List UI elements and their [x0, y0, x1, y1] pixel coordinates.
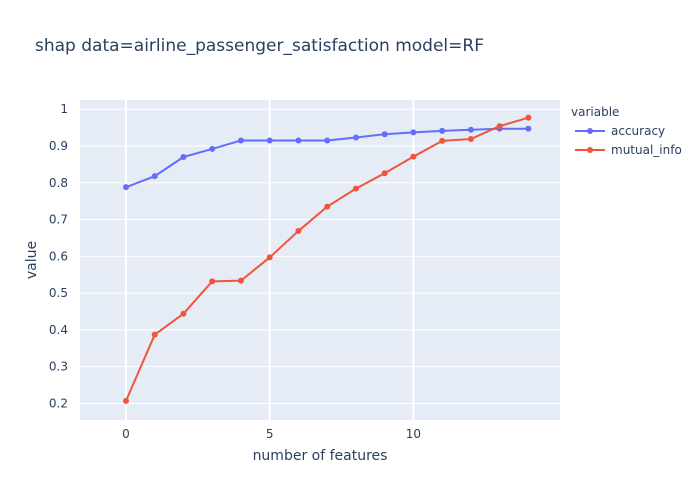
data-point-accuracy[interactable] [295, 137, 302, 144]
y-tick-label: 0.3 [49, 360, 68, 374]
legend-label: accuracy [611, 124, 665, 138]
data-point-accuracy[interactable] [467, 126, 474, 133]
data-point-accuracy[interactable] [266, 137, 273, 144]
data-point-mutual_info[interactable] [295, 227, 302, 234]
y-axis-title: value [24, 241, 40, 279]
data-point-accuracy[interactable] [209, 145, 216, 152]
legend-marker [587, 128, 593, 134]
data-point-mutual_info[interactable] [496, 123, 503, 130]
data-point-mutual_info[interactable] [266, 254, 273, 261]
x-tick-label: 10 [406, 427, 421, 441]
data-point-mutual_info[interactable] [352, 185, 359, 192]
data-point-mutual_info[interactable] [237, 277, 244, 284]
series-layer [122, 114, 532, 404]
legend-item-mutual_info[interactable]: mutual_info [575, 143, 682, 157]
data-point-accuracy[interactable] [324, 137, 331, 144]
legend-item-accuracy[interactable]: accuracy [575, 124, 665, 138]
y-tick-label: 0.9 [49, 139, 68, 153]
legend-title: variable [571, 105, 619, 119]
data-point-mutual_info[interactable] [151, 331, 158, 338]
axis-ticks: 0.20.30.40.50.60.70.80.910 5 10 [49, 102, 421, 441]
data-point-accuracy[interactable] [151, 173, 158, 180]
legend-label: mutual_info [611, 143, 682, 157]
data-point-accuracy[interactable] [439, 127, 446, 134]
x-tick-label: 5 [266, 427, 274, 441]
y-tick-label: 0.6 [49, 249, 68, 263]
y-tick-label: 0.2 [49, 396, 68, 410]
data-point-accuracy[interactable] [237, 137, 244, 144]
y-tick-label: 1 [60, 102, 68, 116]
data-point-mutual_info[interactable] [381, 170, 388, 177]
data-point-mutual_info[interactable] [324, 203, 331, 210]
data-point-mutual_info[interactable] [467, 135, 474, 142]
data-point-mutual_info[interactable] [525, 114, 532, 121]
data-point-mutual_info[interactable] [180, 310, 187, 317]
y-tick-label: 0.7 [49, 213, 68, 227]
data-point-accuracy[interactable] [381, 131, 388, 138]
data-point-accuracy[interactable] [410, 129, 417, 136]
chart-title: shap data=airline_passenger_satisfaction… [35, 36, 484, 56]
data-point-accuracy[interactable] [122, 184, 129, 191]
series-mutual_info [122, 114, 532, 404]
y-tick-label: 0.4 [49, 323, 68, 337]
data-point-mutual_info[interactable] [209, 278, 216, 285]
data-point-mutual_info[interactable] [122, 397, 129, 404]
y-tick-label: 0.5 [49, 286, 68, 300]
series-accuracy [122, 125, 532, 191]
data-point-accuracy[interactable] [180, 154, 187, 161]
data-point-accuracy[interactable] [525, 125, 532, 132]
data-point-mutual_info[interactable] [439, 137, 446, 144]
data-point-accuracy[interactable] [352, 134, 359, 141]
x-axis-title: number of features [253, 448, 388, 464]
plot-area [80, 100, 560, 420]
legend-marker [587, 147, 593, 153]
y-tick-label: 0.8 [49, 176, 68, 190]
data-point-mutual_info[interactable] [410, 153, 417, 160]
legend[interactable]: accuracy mutual_info [575, 124, 682, 157]
x-tick-label: 0 [122, 427, 130, 441]
